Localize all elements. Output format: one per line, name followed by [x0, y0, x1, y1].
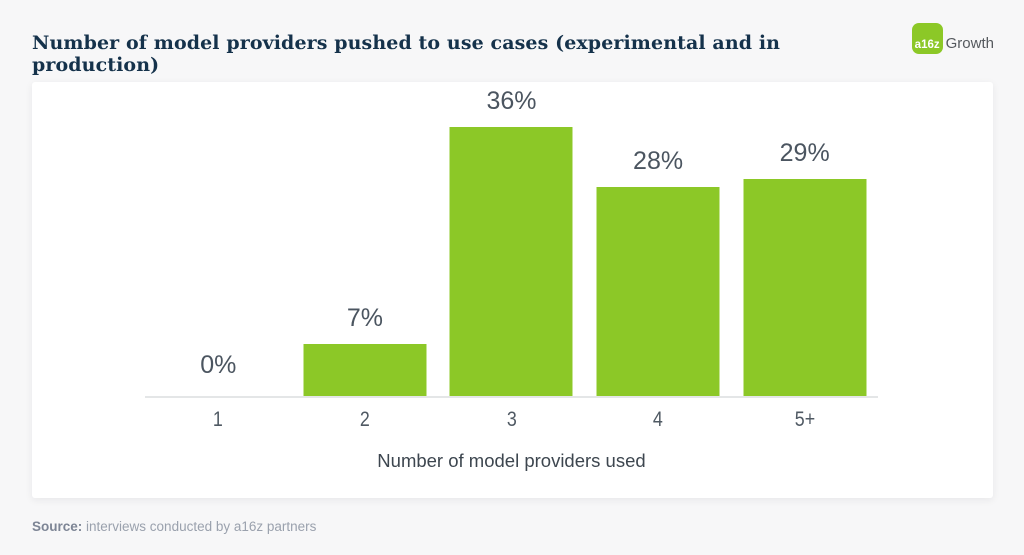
x-axis-tick: 4: [653, 408, 664, 431]
bar-slot: 0%: [145, 82, 292, 396]
x-axis-tick: 3: [506, 408, 517, 431]
page-header: Number of model providers pushed to use …: [32, 20, 994, 76]
x-axis-tick: 1: [213, 408, 224, 431]
chart-card: 0% 7% 36% 28% 29% 1 2 3 4 5+ Number of model pro…: [32, 82, 993, 498]
bar-slot: 29%: [731, 82, 878, 396]
bar-slot: 7%: [292, 82, 439, 396]
bar-value-label: 7%: [346, 304, 383, 332]
source-note: Source: interviews conducted by a16z par…: [32, 519, 316, 534]
a16z-logo-badge: a16z: [911, 23, 943, 54]
source-text: interviews conducted by a16z partners: [86, 519, 317, 534]
bar-chart: 0% 7% 36% 28% 29%: [145, 82, 878, 396]
bar-slot: 36%: [438, 82, 585, 396]
bar: [449, 127, 573, 396]
x-axis-title: Number of model providers used: [377, 450, 646, 471]
bar-value-label: 28%: [633, 147, 684, 175]
x-axis-ticks: 1 2 3 4 5+: [145, 408, 878, 432]
brand-logo: a16z Growth: [911, 20, 994, 54]
source-label: Source:: [32, 519, 83, 534]
logo-growth-label: Growth: [945, 35, 994, 52]
bar-value-label: 29%: [779, 139, 830, 167]
bar-slot: 28%: [585, 82, 732, 396]
x-axis-line: [145, 396, 878, 398]
x-axis-tick: 2: [359, 408, 370, 431]
page-title: Number of model providers pushed to use …: [32, 32, 781, 76]
bar: [596, 187, 720, 396]
bar: [303, 344, 427, 396]
bar-value-label: 0%: [200, 351, 237, 379]
bar: [743, 179, 867, 396]
x-axis-tick: 5+: [794, 408, 815, 431]
bar-value-label: 36%: [486, 87, 537, 115]
